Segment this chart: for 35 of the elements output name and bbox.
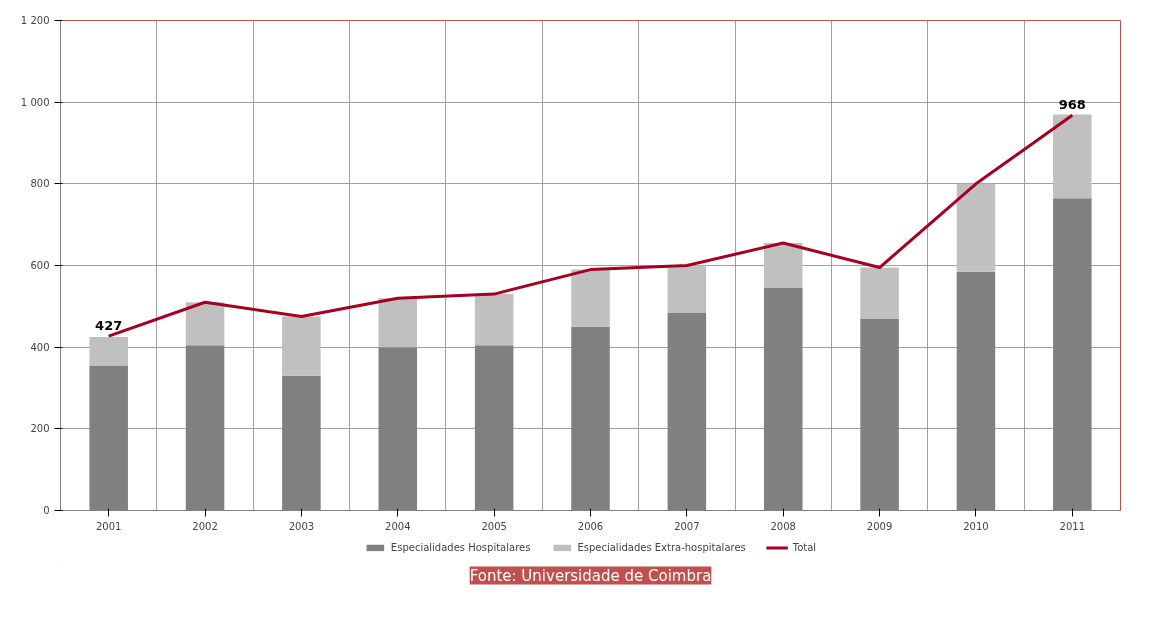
x-tick-label: 2001: [95, 520, 122, 532]
y-tick-label: 1 200: [20, 15, 50, 26]
bar: [378, 298, 418, 348]
x-tick-label: 2007: [674, 520, 700, 532]
bar: [185, 302, 225, 346]
x-tick-label: 2008: [770, 520, 796, 532]
y-tick-label: 800: [30, 178, 50, 190]
x-tick-label: 2003: [288, 520, 315, 532]
x-tick-label: 2004: [385, 520, 411, 532]
source-note: Fonte: Universidade de Coimbra: [469, 566, 712, 585]
legend-label: Total: [792, 541, 817, 553]
y-tick-label: 0: [43, 505, 50, 516]
bar: [1053, 114, 1092, 199]
legend-label: Especialidades Extra-hospitalares: [577, 541, 746, 553]
bar: [956, 183, 996, 272]
y-tick-label: 200: [30, 423, 50, 435]
y-tick-label: 1 000: [20, 96, 50, 108]
bar: [282, 316, 321, 376]
bar: [763, 243, 803, 288]
x-tick-label: 2006: [577, 520, 604, 532]
bar: [571, 269, 610, 327]
bar: [474, 294, 514, 346]
bar: [860, 267, 899, 319]
legend-label: Especialidades Hospitalares: [390, 541, 531, 553]
y-tick-label: 600: [30, 260, 50, 271]
bar: [89, 336, 128, 366]
x-tick-label: 2011: [1059, 520, 1086, 532]
y-tick-label: 400: [30, 341, 50, 353]
x-tick-label: 2009: [866, 520, 893, 532]
data-label: 427: [95, 318, 123, 334]
bar: [667, 265, 707, 313]
x-tick-label: 2005: [481, 520, 507, 532]
x-tick-label: 2002: [192, 520, 218, 532]
x-tick-label: 2010: [963, 520, 989, 532]
data-label: 968: [1058, 97, 1086, 113]
